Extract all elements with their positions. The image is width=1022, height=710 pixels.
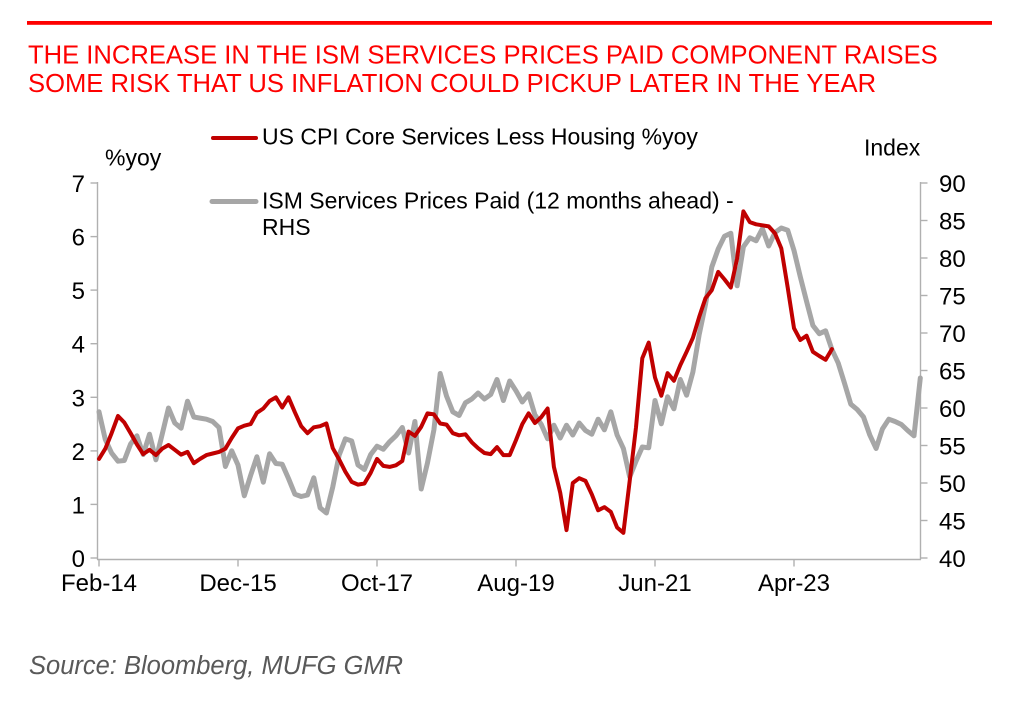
- svg-text:7: 7: [72, 171, 85, 198]
- svg-text:1: 1: [72, 492, 85, 519]
- svg-text:3: 3: [72, 385, 85, 412]
- svg-text:45: 45: [939, 509, 966, 536]
- svg-text:75: 75: [939, 284, 966, 311]
- svg-text:%yoy: %yoy: [105, 145, 162, 171]
- svg-text:55: 55: [939, 434, 966, 461]
- svg-text:Jun-21: Jun-21: [618, 570, 691, 597]
- svg-text:2: 2: [72, 439, 85, 466]
- svg-text:70: 70: [939, 321, 966, 348]
- svg-text:Source: Bloomberg, MUFG GMR: Source: Bloomberg, MUFG GMR: [29, 652, 403, 680]
- svg-text:Dec-15: Dec-15: [199, 570, 276, 597]
- svg-text:80: 80: [939, 246, 966, 273]
- svg-text:Aug-19: Aug-19: [477, 570, 554, 597]
- svg-text:85: 85: [939, 209, 966, 236]
- svg-text:4: 4: [72, 332, 85, 359]
- svg-text:THE INCREASE IN THE ISM SERVIC: THE INCREASE IN THE ISM SERVICES PRICES …: [28, 41, 938, 69]
- svg-text:Oct-17: Oct-17: [341, 570, 413, 597]
- svg-text:0: 0: [72, 546, 85, 573]
- svg-text:60: 60: [939, 396, 966, 423]
- svg-text:40: 40: [939, 546, 966, 573]
- svg-text:ISM Services Prices Paid (12 m: ISM Services Prices Paid (12 months ahea…: [262, 188, 734, 214]
- svg-text:Apr-23: Apr-23: [758, 570, 830, 597]
- svg-text:65: 65: [939, 359, 966, 386]
- svg-text:RHS: RHS: [262, 214, 311, 240]
- svg-text:Index: Index: [864, 135, 921, 161]
- svg-text:SOME RISK THAT US INFLATION CO: SOME RISK THAT US INFLATION COULD PICKUP…: [28, 70, 876, 98]
- svg-text:6: 6: [72, 225, 85, 252]
- svg-text:5: 5: [72, 278, 85, 305]
- svg-text:US CPI Core Services Less Hous: US CPI Core Services Less Housing %yoy: [262, 124, 698, 150]
- svg-text:Feb-14: Feb-14: [61, 570, 137, 597]
- svg-text:90: 90: [939, 171, 966, 198]
- svg-text:50: 50: [939, 471, 966, 498]
